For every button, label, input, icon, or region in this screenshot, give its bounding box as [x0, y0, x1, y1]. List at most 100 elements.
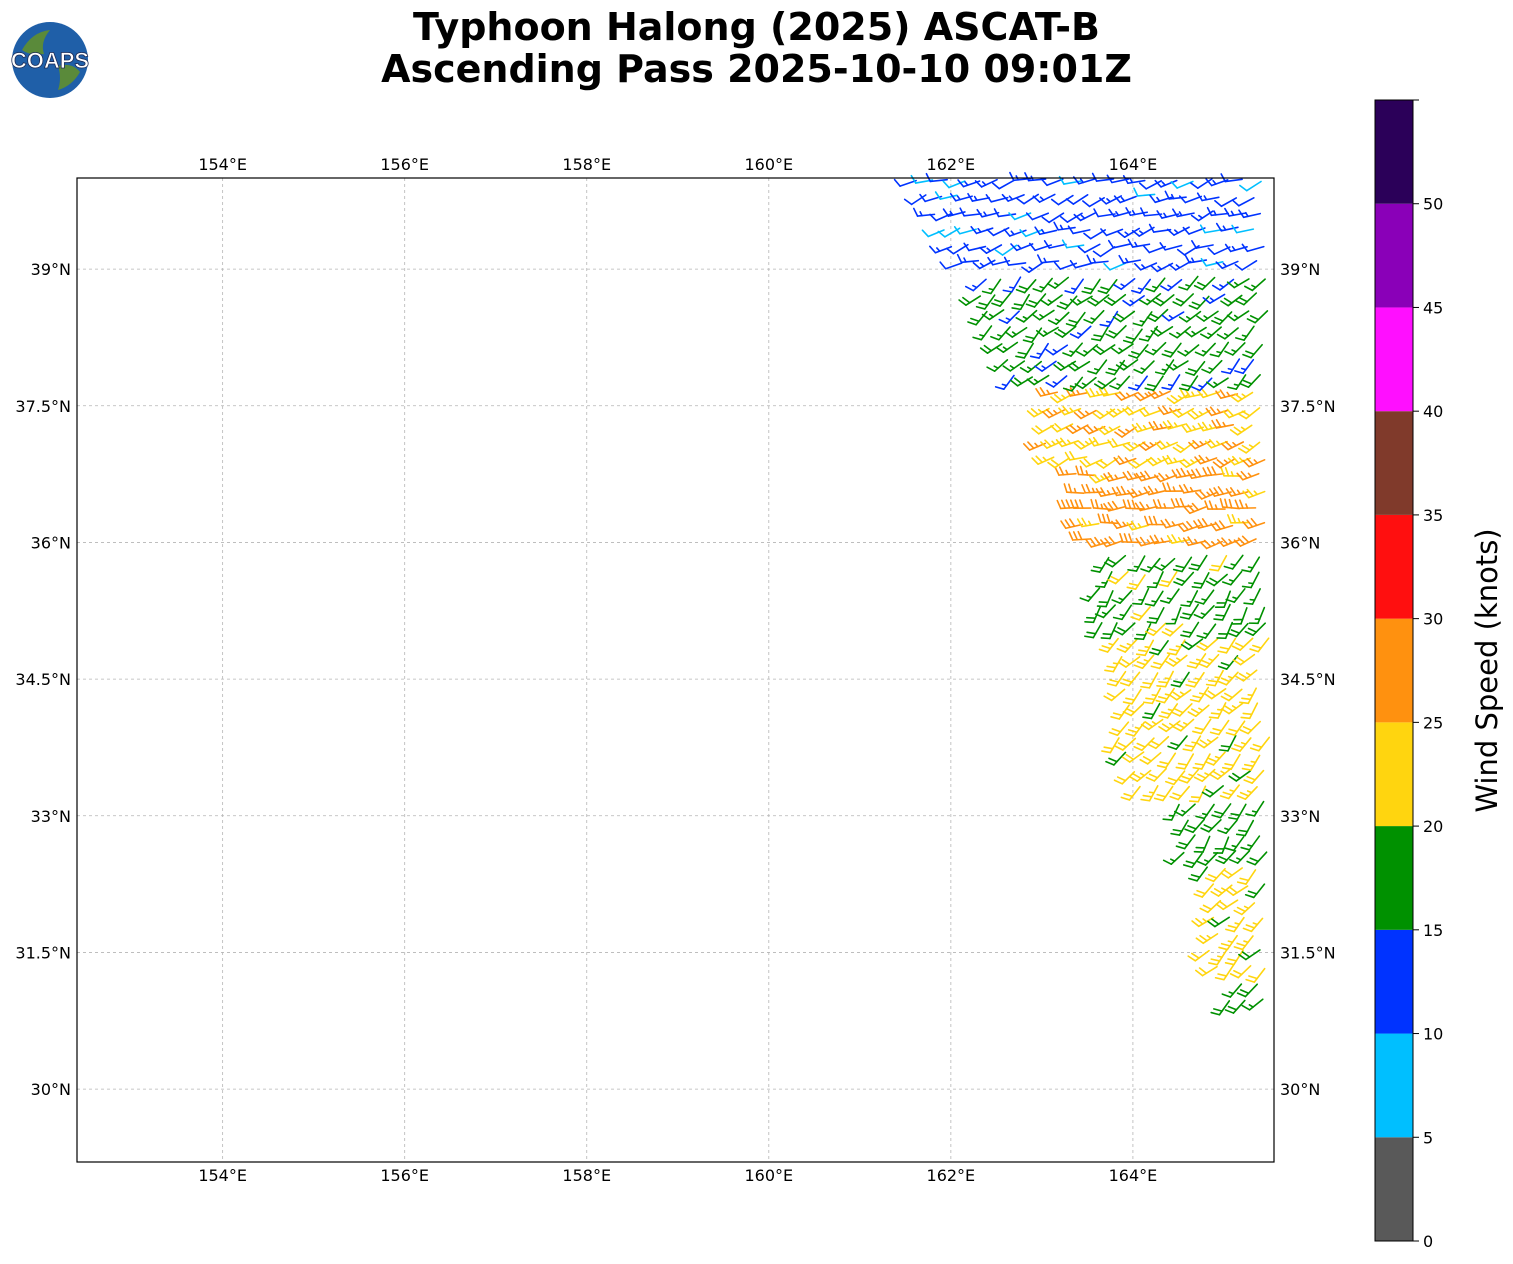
- wind-barb: [1225, 720, 1246, 736]
- wind-barb: [1138, 440, 1162, 451]
- wind-barb: [1214, 590, 1231, 609]
- title-line-1: Typhoon Halong (2025) ASCAT-B: [413, 5, 1100, 49]
- wind-barb: [1167, 735, 1188, 750]
- wind-barb: [1178, 483, 1202, 494]
- colorbar-bin: [1375, 722, 1413, 827]
- wind-barb: [1202, 466, 1225, 477]
- wind-barb: [1103, 293, 1127, 306]
- wind-barb: [1214, 197, 1238, 208]
- wind-barb: [1022, 327, 1043, 344]
- wind-barb: [1100, 228, 1124, 237]
- wind-barb: [1213, 603, 1231, 621]
- wind-barb: [1097, 278, 1118, 295]
- wind-barb: [1217, 655, 1239, 670]
- lon-tick-label-bottom: 156°E: [380, 1166, 429, 1185]
- wind-barb: [1146, 456, 1170, 467]
- wind-barb: [1156, 752, 1177, 769]
- wind-barb: [1143, 515, 1166, 526]
- wind-barb: [1191, 916, 1215, 928]
- wind-barb: [1002, 276, 1022, 293]
- wind-barb: [1215, 260, 1239, 270]
- wind-barb: [1178, 375, 1199, 392]
- wind-barb: [1178, 768, 1200, 784]
- wind-barb: [1206, 377, 1229, 389]
- wind-barb: [963, 242, 987, 252]
- wind-barb: [1103, 688, 1126, 702]
- wind-barb: [1103, 472, 1127, 482]
- wind-barb: [1207, 246, 1231, 255]
- wind-barb: [1112, 310, 1136, 323]
- wind-barb: [1235, 669, 1258, 682]
- wind-barb: [1210, 1000, 1231, 1016]
- wind-barb: [995, 341, 1019, 354]
- wind-barb: [1081, 278, 1101, 295]
- wind-barb: [1047, 457, 1070, 469]
- wind-barb: [1055, 437, 1079, 448]
- wind-barb: [1184, 818, 1206, 834]
- wind-barb: [1185, 671, 1205, 688]
- wind-barb: [967, 310, 988, 326]
- wind-barb: [1019, 229, 1043, 238]
- wind-barb: [1015, 309, 1038, 323]
- wind-barb: [1067, 360, 1091, 372]
- wind-barb: [1242, 488, 1266, 499]
- wind-barb: [1089, 473, 1113, 484]
- wind-barb: [1173, 571, 1195, 586]
- wind-barb: [964, 278, 987, 292]
- wind-barb: [1220, 688, 1243, 702]
- wind-barb: [993, 208, 1017, 218]
- wind-barb: [1133, 187, 1156, 197]
- wind-barb: [1046, 276, 1070, 289]
- wind-barb: [1203, 687, 1227, 700]
- wind-barb: [1231, 224, 1255, 234]
- wind-barb: [1010, 243, 1034, 252]
- wind-barb: [1205, 406, 1229, 417]
- wind-barb: [1212, 836, 1230, 854]
- wind-barb: [1193, 835, 1211, 853]
- wind-barb: [1161, 374, 1181, 391]
- wind-barb: [1239, 374, 1261, 388]
- wind-barb: [1063, 483, 1085, 494]
- wind-barb: [1221, 983, 1243, 998]
- wind-barb: [1019, 360, 1043, 374]
- colorbar-tick-label: 30: [1423, 610, 1443, 629]
- wind-barb: [1159, 588, 1180, 604]
- wind-barb: [1158, 720, 1181, 733]
- wind-barb: [893, 178, 917, 187]
- wind-barb: [1134, 501, 1158, 512]
- wind-barb: [1025, 212, 1050, 221]
- wind-barb: [1221, 570, 1243, 586]
- wind-barb: [1221, 702, 1244, 715]
- wind-barb: [1178, 275, 1199, 291]
- wind-barb: [1003, 228, 1027, 237]
- lat-tick-label-left: 34.5°N: [15, 670, 71, 689]
- wind-barb: [1113, 195, 1137, 204]
- wind-barb: [1154, 179, 1178, 188]
- lon-tick-label-top: 154°E: [198, 155, 247, 174]
- wind-barb: [1056, 295, 1078, 310]
- wind-barb: [1199, 224, 1223, 234]
- wind-barb: [1193, 276, 1216, 291]
- wind-barb: [1133, 737, 1155, 752]
- wind-barb: [1241, 556, 1261, 573]
- wind-barb: [1154, 440, 1178, 450]
- wind-barb: [1188, 554, 1208, 571]
- wind-barb: [1135, 536, 1159, 547]
- wind-barb: [1126, 520, 1150, 531]
- wind-barb: [1208, 702, 1227, 719]
- wind-barb: [1001, 193, 1025, 202]
- wind-barb: [1193, 605, 1215, 619]
- wind-barb: [1211, 278, 1235, 291]
- wind-barb: [1220, 440, 1245, 451]
- wind-barb: [1171, 703, 1193, 717]
- wind-barb: [1229, 424, 1253, 436]
- wind-barb: [1095, 571, 1113, 588]
- wind-barb: [1149, 534, 1173, 545]
- wind-barb: [1113, 622, 1136, 636]
- wind-barb: [1220, 867, 1243, 879]
- wind-barb: [903, 194, 927, 206]
- wind-barb: [1032, 193, 1056, 203]
- wind-barb: [1172, 556, 1193, 573]
- wind-barb: [1099, 195, 1123, 205]
- coaps-logo: COAPS: [10, 22, 90, 98]
